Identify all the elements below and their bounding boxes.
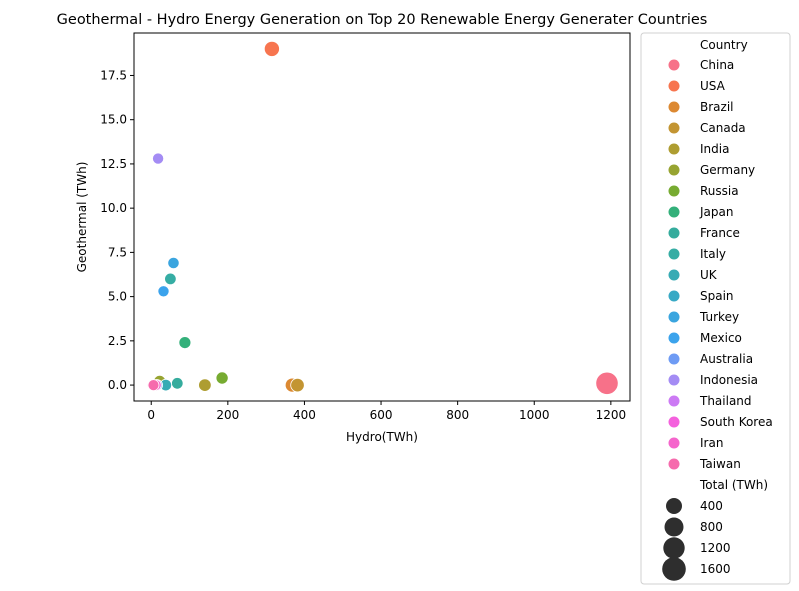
- point-china: [595, 371, 619, 395]
- legend-label: UK: [700, 268, 718, 282]
- legend-marker: [668, 248, 680, 260]
- x-axis: 0 200 400 600 800 1000 1200: [147, 401, 626, 422]
- point-indonesia: [152, 152, 165, 165]
- legend-size-marker: [662, 557, 686, 581]
- legend: Country China USA Brazil Canada India Germany…: [640, 32, 791, 585]
- legend-label: Canada: [700, 121, 746, 135]
- legend-label: Italy: [700, 247, 726, 261]
- legend-label: Mexico: [700, 331, 742, 345]
- plot-area-frame: [133, 32, 631, 402]
- legend-marker: [668, 311, 680, 323]
- legend-marker: [668, 416, 680, 428]
- legend-marker: [668, 269, 680, 281]
- y-tick-label: 12.5: [100, 157, 127, 171]
- legend-size-marker: [664, 517, 684, 537]
- legend-label: China: [700, 58, 734, 72]
- legend-marker: [668, 80, 680, 92]
- y-tick-label: 2.5: [108, 334, 127, 348]
- legend-marker: [668, 206, 680, 218]
- legend-hue-entries: China USA Brazil Canada India Germany Russia Ja…: [668, 58, 773, 471]
- legend-size-label: 1200: [700, 541, 731, 555]
- plot-points: [146, 40, 619, 395]
- point-canada: [290, 377, 305, 393]
- x-tick-label: 800: [446, 408, 469, 422]
- legend-size-title: Total (TWh): [699, 478, 768, 492]
- x-tick-label: 1000: [519, 408, 550, 422]
- legend-label: Brazil: [700, 100, 734, 114]
- y-tick-label: 10.0: [100, 201, 127, 215]
- point-turkey: [167, 256, 180, 270]
- legend-label: Germany: [700, 163, 755, 177]
- legend-marker: [668, 395, 680, 407]
- y-tick-label: 5.0: [108, 290, 127, 304]
- legend-marker: [668, 353, 680, 365]
- y-axis-label: Geothermal (TWh): [75, 162, 89, 273]
- point-russia: [215, 371, 229, 385]
- legend-marker: [668, 101, 680, 113]
- legend-size-marker: [666, 498, 682, 514]
- legend-marker: [668, 458, 680, 470]
- legend-marker: [668, 164, 680, 176]
- legend-marker: [668, 437, 680, 449]
- point-france: [171, 377, 184, 390]
- point-mexico: [157, 285, 170, 298]
- x-tick-label: 1200: [596, 408, 627, 422]
- y-axis: 0.0 2.5 5.0 7.5 10.0 12.5 15.0 17.5: [100, 68, 134, 392]
- legend-marker: [668, 290, 680, 302]
- x-tick-label: 200: [216, 408, 239, 422]
- point-taiwan: [147, 379, 160, 392]
- y-tick-label: 7.5: [108, 245, 127, 259]
- point-italy: [164, 272, 177, 286]
- legend-label: Spain: [700, 289, 734, 303]
- legend-label: USA: [700, 79, 726, 93]
- legend-label: Taiwan: [699, 457, 741, 471]
- legend-label: Indonesia: [700, 373, 758, 387]
- x-axis-label: Hydro(TWh): [346, 430, 418, 444]
- legend-size-label: 1600: [700, 562, 731, 576]
- legend-size-label: 400: [700, 499, 723, 513]
- legend-marker: [668, 185, 680, 197]
- legend-label: Japan: [699, 205, 733, 219]
- legend-label: Russia: [700, 184, 739, 198]
- legend-hue-title: Country: [700, 38, 748, 52]
- legend-marker: [668, 143, 680, 155]
- point-india: [198, 378, 212, 392]
- legend-label: India: [700, 142, 729, 156]
- legend-label: South Korea: [700, 415, 773, 429]
- x-tick-label: 0: [147, 408, 155, 422]
- legend-marker: [668, 332, 680, 344]
- legend-marker: [668, 374, 680, 386]
- legend-size-marker: [663, 537, 685, 559]
- chart-title: Geothermal - Hydro Energy Generation on …: [57, 12, 708, 28]
- point-usa: [263, 40, 280, 57]
- legend-marker: [668, 227, 680, 239]
- y-tick-label: 15.0: [100, 113, 127, 127]
- y-tick-label: 17.5: [100, 68, 127, 82]
- legend-label: Australia: [700, 352, 753, 366]
- legend-label: Thailand: [699, 394, 752, 408]
- legend-size-entries: 400 800 1200 1600: [662, 498, 731, 581]
- legend-label: Iran: [700, 436, 723, 450]
- legend-marker: [668, 59, 680, 71]
- legend-size-label: 800: [700, 520, 723, 534]
- x-tick-label: 400: [293, 408, 316, 422]
- point-japan: [178, 336, 192, 350]
- x-tick-label: 600: [370, 408, 393, 422]
- legend-marker: [668, 122, 680, 134]
- y-tick-label: 0.0: [108, 378, 127, 392]
- legend-label: France: [700, 226, 740, 240]
- legend-label: Turkey: [699, 310, 739, 324]
